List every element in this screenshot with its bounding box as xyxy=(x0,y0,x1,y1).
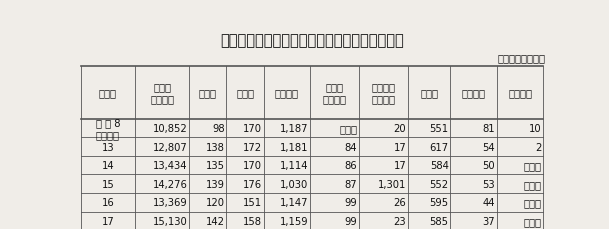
Text: 138: 138 xyxy=(206,142,225,152)
Text: ・・・: ・・・ xyxy=(339,123,357,134)
Text: 1,301: 1,301 xyxy=(378,179,406,189)
Text: ・・・: ・・・ xyxy=(524,179,541,189)
Text: 14,276: 14,276 xyxy=(152,179,188,189)
Text: 10,852: 10,852 xyxy=(153,123,188,134)
Text: 15,130: 15,130 xyxy=(153,216,188,226)
Text: 86: 86 xyxy=(345,161,357,170)
Text: 13,369: 13,369 xyxy=(153,197,188,207)
Text: 13: 13 xyxy=(102,142,114,152)
Text: 1,159: 1,159 xyxy=(280,216,308,226)
Text: 158: 158 xyxy=(243,216,262,226)
Text: 551: 551 xyxy=(429,123,449,134)
Text: 50: 50 xyxy=(482,161,495,170)
Text: 1,187: 1,187 xyxy=(280,123,308,134)
Text: 高　等
専門学校: 高 等 専門学校 xyxy=(150,82,174,104)
Text: 595: 595 xyxy=(429,197,449,207)
Text: 552: 552 xyxy=(429,179,449,189)
Text: 87: 87 xyxy=(345,179,357,189)
Text: （単位　百万円）: （単位 百万円） xyxy=(498,53,546,63)
Text: 99: 99 xyxy=(345,216,357,226)
Text: 13,434: 13,434 xyxy=(153,161,188,170)
Text: 小学校: 小学校 xyxy=(199,88,217,98)
Text: 176: 176 xyxy=(242,179,262,189)
Text: 37: 37 xyxy=(482,216,495,226)
Text: 15: 15 xyxy=(102,179,114,189)
Text: 98: 98 xyxy=(212,123,225,134)
Text: 99: 99 xyxy=(345,197,357,207)
Text: 142: 142 xyxy=(205,216,225,226)
Text: 2: 2 xyxy=(535,142,541,152)
Text: 1,147: 1,147 xyxy=(280,197,308,207)
Text: 170: 170 xyxy=(243,123,262,134)
Text: 54: 54 xyxy=(482,142,495,152)
Text: 1,114: 1,114 xyxy=(280,161,308,170)
Text: 23: 23 xyxy=(393,216,406,226)
Text: 17: 17 xyxy=(393,161,406,170)
Text: 617: 617 xyxy=(429,142,449,152)
Text: 585: 585 xyxy=(429,216,449,226)
Text: 1,030: 1,030 xyxy=(280,179,308,189)
Text: 中　等
教育学校: 中 等 教育学校 xyxy=(323,82,347,104)
Text: 盲・聾・
養護学校: 盲・聾・ 養護学校 xyxy=(371,82,396,104)
Text: 584: 584 xyxy=(430,161,449,170)
Text: 26: 26 xyxy=(393,197,406,207)
Text: 1,181: 1,181 xyxy=(280,142,308,152)
Text: 専修学校: 専修学校 xyxy=(462,88,486,98)
Text: 幼稚園: 幼稚園 xyxy=(420,88,438,98)
Text: 各種学校: 各種学校 xyxy=(508,88,532,98)
Text: 14: 14 xyxy=(102,161,114,170)
Text: 172: 172 xyxy=(242,142,262,152)
Text: 表２５　国立の高等専門学校等の授業料等収入: 表２５ 国立の高等専門学校等の授業料等収入 xyxy=(220,33,404,48)
Text: 高等学校: 高等学校 xyxy=(275,88,299,98)
Text: 平 成 8
総計年度: 平 成 8 総計年度 xyxy=(96,118,120,139)
Text: 81: 81 xyxy=(482,123,495,134)
Text: 中学校: 中学校 xyxy=(236,88,254,98)
Text: 16: 16 xyxy=(102,197,114,207)
Text: 10: 10 xyxy=(529,123,541,134)
Text: 120: 120 xyxy=(205,197,225,207)
Text: 139: 139 xyxy=(205,179,225,189)
Text: 84: 84 xyxy=(345,142,357,152)
Text: 17: 17 xyxy=(102,216,114,226)
Text: 区　分: 区 分 xyxy=(99,88,117,98)
Text: 135: 135 xyxy=(205,161,225,170)
Text: 53: 53 xyxy=(482,179,495,189)
Text: 12,807: 12,807 xyxy=(153,142,188,152)
Text: ・・・: ・・・ xyxy=(524,197,541,207)
Text: 170: 170 xyxy=(243,161,262,170)
Text: 44: 44 xyxy=(482,197,495,207)
Text: ・・・: ・・・ xyxy=(524,161,541,170)
Text: 17: 17 xyxy=(393,142,406,152)
Text: 20: 20 xyxy=(393,123,406,134)
Text: ・・・: ・・・ xyxy=(524,216,541,226)
Text: 151: 151 xyxy=(242,197,262,207)
